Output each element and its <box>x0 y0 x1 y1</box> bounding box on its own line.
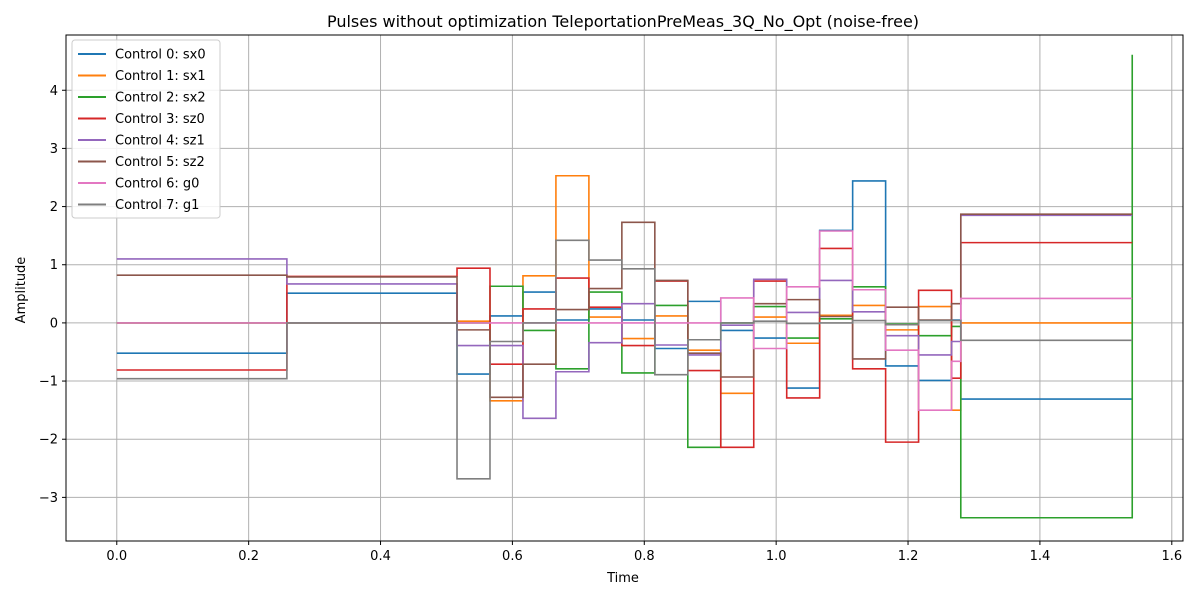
x-tick-label: 1.2 <box>898 549 919 564</box>
series-line-5 <box>116 213 1133 399</box>
chart-title: Pulses without optimization Teleportatio… <box>327 12 919 32</box>
x-axis-label: Time <box>606 571 639 586</box>
y-tick-label: 3 <box>50 142 58 157</box>
x-tick-label: 0.6 <box>502 549 523 564</box>
legend-label-6: Control 6: g0 <box>115 177 199 192</box>
x-tick-label: 1.4 <box>1030 549 1051 564</box>
x-tick-label: 0.8 <box>634 549 655 564</box>
y-tick-label: −1 <box>39 375 58 390</box>
legend-label-5: Control 5: sz2 <box>115 155 205 170</box>
y-tick-label: 2 <box>50 200 58 215</box>
legend-box <box>71 39 221 219</box>
x-tick-label: 0.4 <box>370 549 391 564</box>
plot-frame <box>65 34 1184 542</box>
legend-label-2: Control 2: sx2 <box>115 91 206 106</box>
legend-label-4: Control 4: sz1 <box>115 134 205 149</box>
legend: Control 0: sx0 Control 1: sx1 Control 2: s… <box>71 39 221 219</box>
y-tick-label: 4 <box>50 84 58 99</box>
x-tick-label: 1.0 <box>766 549 787 564</box>
x-tick-label: 1.6 <box>1161 549 1182 564</box>
x-tick-label: 0.2 <box>238 549 259 564</box>
y-tick-label: −2 <box>39 433 58 448</box>
series-line-3 <box>116 241 1133 449</box>
legend-label-7: Control 7: g1 <box>115 198 199 213</box>
series-line-0 <box>116 180 1133 400</box>
y-axis-label: Amplitude <box>14 257 29 324</box>
axis-ticks: 0.0 0.2 0.4 0.6 0.8 1.0 1.2 1.4 1.6 −3 −2 −1 0 1 2 3 4 <box>39 84 1182 564</box>
x-tick-label: 0.0 <box>106 549 127 564</box>
legend-label-1: Control 1: sx1 <box>115 69 206 84</box>
grid <box>66 35 1183 541</box>
y-tick-label: 0 <box>50 316 58 331</box>
series-lines <box>116 54 1134 519</box>
y-tick-label: −3 <box>39 491 58 506</box>
legend-label-0: Control 0: sx0 <box>115 48 206 63</box>
legend-label-3: Control 3: sz0 <box>115 112 205 127</box>
y-tick-label: 1 <box>50 258 58 273</box>
series-line-7 <box>116 239 1133 480</box>
